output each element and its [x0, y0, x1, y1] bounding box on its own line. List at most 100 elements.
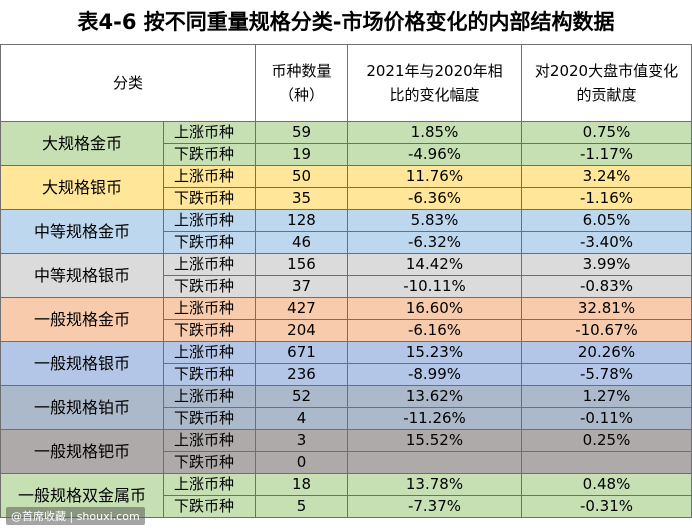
table-row: 中等规格银币 上涨币种 156 14.42% 3.99%: [0, 253, 692, 298]
type-cell: 下跌币种: [163, 187, 256, 210]
contribution-cell: -10.67%: [521, 319, 692, 342]
count-cell: 671: [255, 341, 348, 364]
type-cell: 上涨币种: [163, 473, 256, 496]
contribution-cell: -5.78%: [521, 363, 692, 386]
contribution-cell: -0.31%: [521, 495, 692, 518]
table-row: 下跌币种 46 -6.32% -3.40%: [0, 231, 692, 254]
category-cell: 一般规格银币: [0, 341, 164, 386]
contribution-cell: -0.11%: [521, 407, 692, 430]
table-row: 大规格银币 上涨币种 50 11.76% 3.24%: [0, 165, 692, 210]
count-cell: 35: [255, 187, 348, 210]
count-cell: 236: [255, 363, 348, 386]
change-cell: 15.23%: [347, 341, 522, 364]
count-cell: 59: [255, 121, 348, 144]
table-row: 下跌币种 5 -7.37% -0.31%: [0, 495, 692, 518]
type-cell: 下跌币种: [163, 319, 256, 342]
page-title: 表4-6 按不同重量规格分类-市场价格变化的内部结构数据: [0, 0, 692, 44]
table-row: 一般规格银币 上涨币种 671 15.23% 20.26%: [0, 341, 692, 386]
count-cell: 19: [255, 143, 348, 166]
type-cell: 下跌币种: [163, 231, 256, 254]
contribution-cell: -1.17%: [521, 143, 692, 166]
change-cell: 16.60%: [347, 297, 522, 320]
change-cell: 11.76%: [347, 165, 522, 188]
count-cell: 37: [255, 275, 348, 298]
count-cell: 52: [255, 385, 348, 408]
contribution-cell: 32.81%: [521, 297, 692, 320]
count-cell: 4: [255, 407, 348, 430]
count-cell: 0: [255, 451, 348, 474]
category-cell: 大规格银币: [0, 165, 164, 210]
header-contribution: 对2020大盘市值变化的贡献度: [521, 44, 692, 122]
contribution-cell: -0.83%: [521, 275, 692, 298]
table-row: 下跌币种 236 -8.99% -5.78%: [0, 363, 692, 386]
type-cell: 上涨币种: [163, 429, 256, 452]
category-cell: 一般规格铂币: [0, 385, 164, 430]
contribution-cell: -3.40%: [521, 231, 692, 254]
contribution-cell: -1.16%: [521, 187, 692, 210]
change-cell: 1.85%: [347, 121, 522, 144]
contribution-cell: 3.99%: [521, 253, 692, 276]
contribution-cell: 20.26%: [521, 341, 692, 364]
change-cell: -11.26%: [347, 407, 522, 430]
category-cell: 大规格金币: [0, 121, 164, 166]
type-cell: 上涨币种: [163, 165, 256, 188]
type-cell: 上涨币种: [163, 253, 256, 276]
header-change: 2021年与2020年相比的变化幅度: [347, 44, 522, 122]
type-cell: 上涨币种: [163, 341, 256, 364]
contribution-cell: 6.05%: [521, 209, 692, 232]
change-cell: -6.36%: [347, 187, 522, 210]
type-cell: 上涨币种: [163, 385, 256, 408]
change-cell: -10.11%: [347, 275, 522, 298]
change-cell: -6.32%: [347, 231, 522, 254]
count-cell: 156: [255, 253, 348, 276]
table-row: 大规格金币 上涨币种 59 1.85% 0.75%: [0, 121, 692, 166]
category-cell: 中等规格银币: [0, 253, 164, 298]
change-cell: -6.16%: [347, 319, 522, 342]
table-row: 一般规格双金属币 上涨币种 18 13.78% 0.48%: [0, 473, 692, 518]
count-cell: 427: [255, 297, 348, 320]
count-cell: 204: [255, 319, 348, 342]
header-row: 分类 币种数量（种） 2021年与2020年相比的变化幅度 对2020大盘市值变…: [0, 44, 692, 122]
change-cell: 5.83%: [347, 209, 522, 232]
contribution-cell: 3.24%: [521, 165, 692, 188]
header-category: 分类: [0, 44, 256, 122]
type-cell: 下跌币种: [163, 363, 256, 386]
header-count: 币种数量（种）: [255, 44, 348, 122]
contribution-cell: [521, 451, 692, 474]
count-cell: 3: [255, 429, 348, 452]
type-cell: 下跌币种: [163, 143, 256, 166]
data-table: 分类 币种数量（种） 2021年与2020年相比的变化幅度 对2020大盘市值变…: [0, 44, 692, 518]
category-cell: 一般规格金币: [0, 297, 164, 342]
change-cell: 14.42%: [347, 253, 522, 276]
table-row: 一般规格钯币 上涨币种 3 15.52% 0.25%: [0, 429, 692, 474]
change-cell: -8.99%: [347, 363, 522, 386]
type-cell: 下跌币种: [163, 407, 256, 430]
type-cell: 上涨币种: [163, 209, 256, 232]
category-cell: 中等规格金币: [0, 209, 164, 254]
change-cell: [347, 451, 522, 474]
contribution-cell: 1.27%: [521, 385, 692, 408]
table-row: 下跌币种 204 -6.16% -10.67%: [0, 319, 692, 342]
change-cell: -4.96%: [347, 143, 522, 166]
contribution-cell: 0.75%: [521, 121, 692, 144]
type-cell: 上涨币种: [163, 121, 256, 144]
contribution-cell: 0.25%: [521, 429, 692, 452]
contribution-cell: 0.48%: [521, 473, 692, 496]
change-cell: 13.78%: [347, 473, 522, 496]
count-cell: 128: [255, 209, 348, 232]
watermark: @首席收藏 | shouxi.com: [6, 507, 145, 525]
count-cell: 18: [255, 473, 348, 496]
table-row: 下跌币种 37 -10.11% -0.83%: [0, 275, 692, 298]
type-cell: 下跌币种: [163, 451, 256, 474]
type-cell: 下跌币种: [163, 275, 256, 298]
type-cell: 上涨币种: [163, 297, 256, 320]
table-row: 中等规格金币 上涨币种 128 5.83% 6.05%: [0, 209, 692, 254]
table-row: 下跌币种 19 -4.96% -1.17%: [0, 143, 692, 166]
count-cell: 5: [255, 495, 348, 518]
table-row: 一般规格金币 上涨币种 427 16.60% 32.81%: [0, 297, 692, 342]
table-row: 一般规格铂币 上涨币种 52 13.62% 1.27%: [0, 385, 692, 430]
type-cell: 下跌币种: [163, 495, 256, 518]
change-cell: -7.37%: [347, 495, 522, 518]
count-cell: 46: [255, 231, 348, 254]
category-cell: 一般规格钯币: [0, 429, 164, 474]
